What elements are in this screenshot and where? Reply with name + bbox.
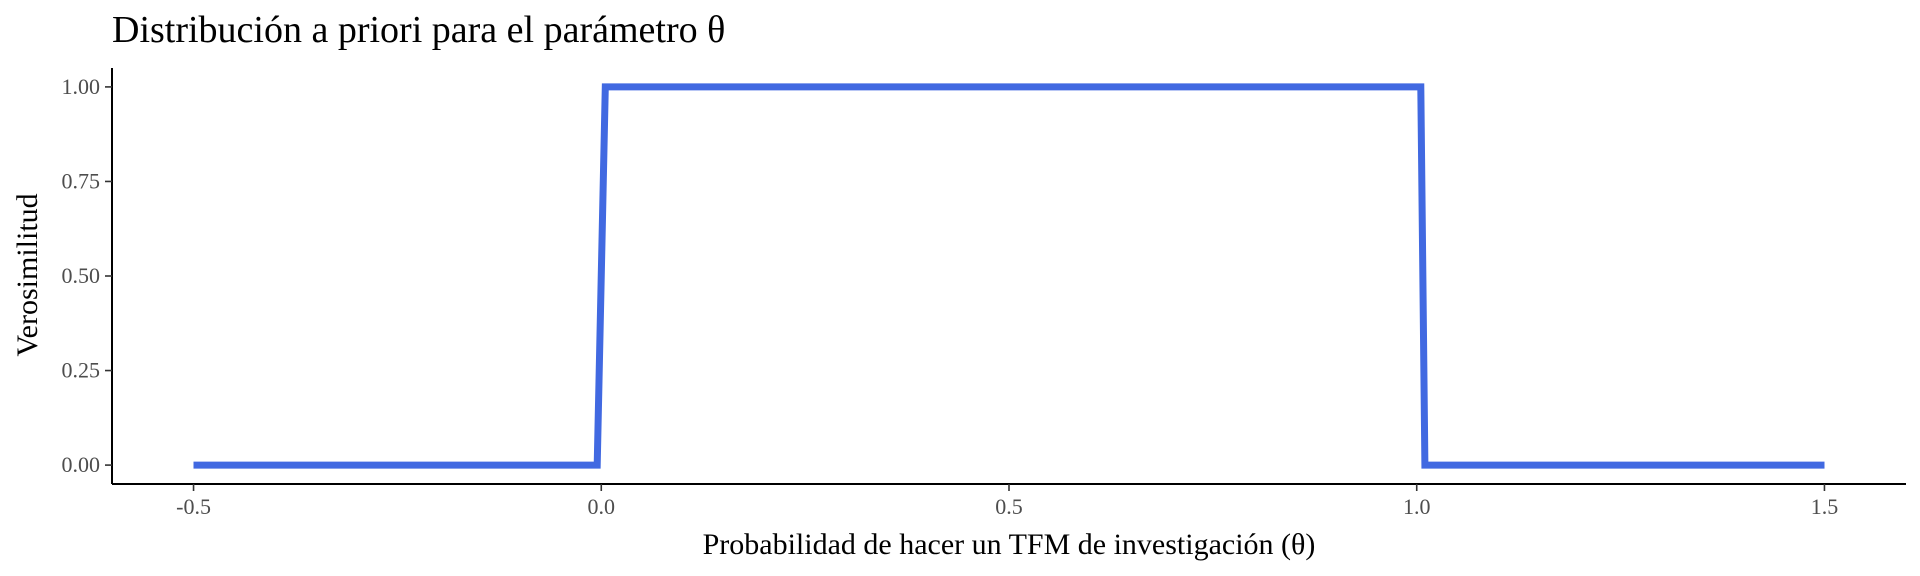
y-tick-label: 0.75 [62, 168, 101, 193]
series-line [193, 83, 1825, 469]
y-tick-label: 0.00 [62, 452, 101, 477]
y-tick-label: 0.50 [62, 263, 101, 288]
x-tick-label: 0.0 [588, 494, 616, 519]
x-axis: -0.5 0.0 0.5 1.0 1.5 [112, 483, 1906, 519]
y-axis-title: Verosimilitud [11, 193, 44, 356]
x-tick-label: 1.5 [1811, 494, 1839, 519]
x-tick-label: 0.5 [995, 494, 1023, 519]
y-tick-label: 0.25 [62, 358, 101, 383]
y-axis: 0.00 0.25 0.50 0.75 1.00 [62, 68, 113, 484]
y-tick-label: 1.00 [62, 74, 101, 99]
plot-series [193, 83, 1825, 469]
chart-title: Distribución a priori para el parámetro … [112, 9, 725, 51]
x-tick-label: 1.0 [1403, 494, 1431, 519]
x-tick-label: -0.5 [176, 494, 211, 519]
x-axis-title: Probabilidad de hacer un TFM de investig… [703, 528, 1316, 561]
